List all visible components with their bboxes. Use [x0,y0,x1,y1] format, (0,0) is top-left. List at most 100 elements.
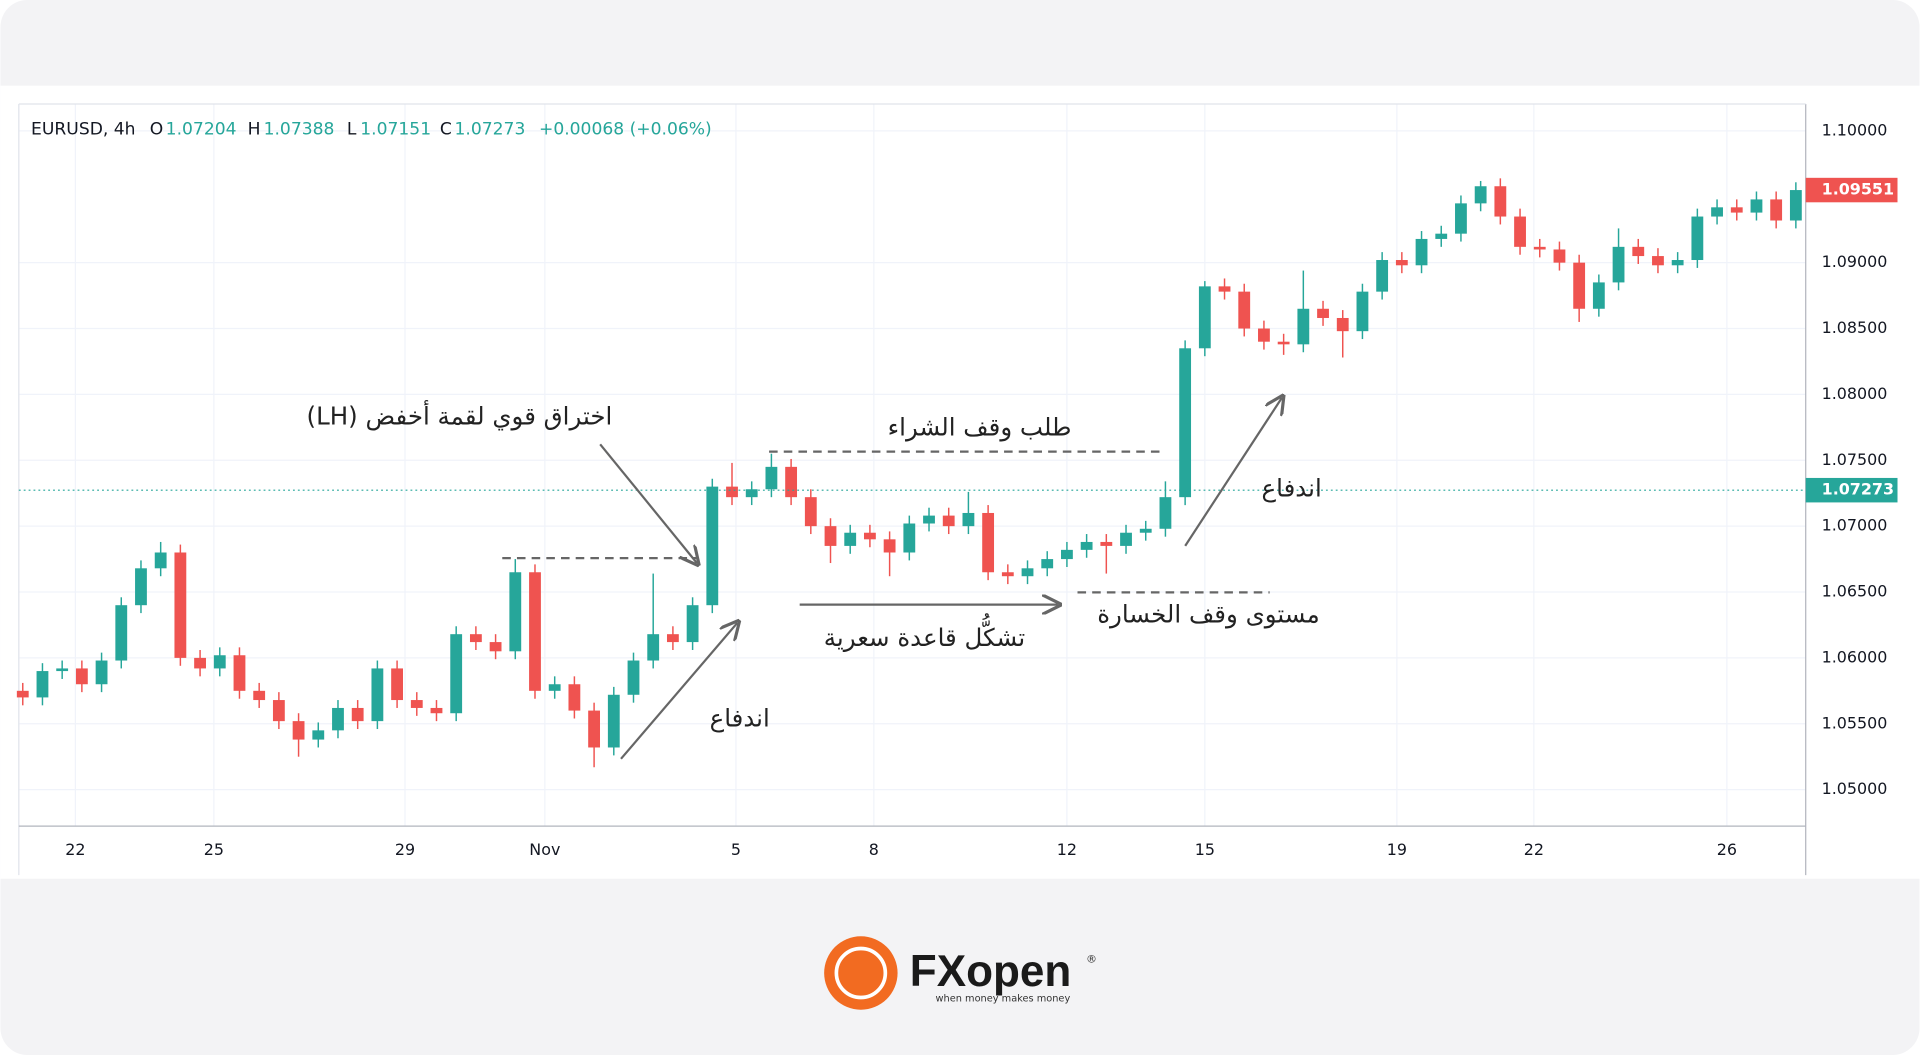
candle-body [1455,203,1467,234]
candle-body [233,655,246,691]
arrow [599,443,697,563]
x-tick-label: 26 [1717,840,1737,859]
candle-body [1100,541,1113,546]
candle-body [1061,549,1073,560]
candle-body [410,700,423,708]
candle-body [430,707,443,714]
candle-body [804,497,817,527]
logo-mark: ® [1086,953,1097,966]
candle-body [1435,233,1448,239]
candle-body [824,526,837,546]
candle-body [706,486,719,606]
candle-body [1139,528,1152,533]
annotations [502,398,1282,760]
candle-body [135,568,147,606]
candle-body [686,605,699,643]
candle-body [765,466,778,490]
candle-body [1356,291,1369,332]
y-tick-label: 1.06500 [1822,582,1888,601]
candle-body [607,694,620,748]
y-tick-label: 1.07000 [1822,516,1888,535]
chart-panel [0,85,1920,879]
annotation: اندفاع [710,704,770,733]
annotation: مستوى وقف الخسارة [1097,600,1319,629]
price-tag [1805,477,1898,503]
candle-body [745,489,758,498]
x-tick-label: 12 [1057,840,1077,859]
label: L [347,120,357,140]
label: C [440,120,452,140]
candle-body [56,668,69,672]
candle-body [844,532,857,546]
candle-body [253,690,266,701]
candle-body [962,512,975,527]
last-price-tag [1805,177,1898,203]
logo-name: FXopen [910,947,1072,996]
candle-body [154,552,167,569]
candle-body [292,721,305,740]
x-tick-label: Nov [529,840,560,859]
candle-body [1159,497,1172,529]
candle-body [548,684,561,691]
candle-body [1573,262,1586,309]
value: 1.07273 [455,120,526,140]
candle-body [332,707,344,731]
candle-body [785,466,798,498]
logo: FXopen ® when money makes money [824,936,1097,1010]
candle-body [1691,216,1704,261]
candle-body [1494,186,1507,217]
candle-body [450,634,463,714]
label: O [150,120,163,140]
y-tick-label: 1.08000 [1822,384,1888,403]
x-tick-label: 8 [869,840,879,859]
y-tick-label: 1.08500 [1822,318,1888,337]
annotation: اختراق قوي لقمة أخفض (LH) [307,400,613,430]
change: +0.00068 (+0.06%) [539,120,712,140]
x-tick-label: 29 [395,840,415,859]
candle-body [923,515,935,524]
candle-body [1120,532,1132,546]
header: EURUSD, 4h O 1.07204 H 1.07388 L 1.07151… [31,120,712,140]
candle-body [1553,249,1566,263]
ticks: 1.05000 1.05500 1.06000 1.06500 1.07000 1.075… [18,120,1898,859]
value: 1.07151 [360,120,431,140]
candle-body [1770,199,1783,221]
candle-body [1671,260,1684,266]
value: 1.07204 [166,120,237,140]
candle-body [1021,568,1034,577]
candle-body [982,512,995,573]
price-tag-label: 1.07273 [1822,480,1894,499]
candle-body [1474,186,1487,204]
annotation: اندفاع [1262,474,1322,503]
x-tick-label: 15 [1195,840,1215,859]
candle-body [942,515,955,527]
x-tick-label: 22 [65,840,85,859]
candle-body [1376,260,1389,292]
x-tick-label: 19 [1387,840,1407,859]
candle-body [568,684,581,711]
value: 1.07388 [264,120,335,140]
candle-body [75,668,88,685]
arrow [620,623,737,760]
label: H [248,120,261,140]
candle-body [1041,559,1054,569]
candle-body [726,486,738,498]
y-tick-label: 1.07500 [1822,450,1888,469]
candle-body [1711,207,1723,217]
candle-body [351,707,364,722]
candle-body [1258,328,1270,342]
candle-body [1533,246,1546,250]
candle-body [1277,341,1290,345]
y-tick-label: 1.06000 [1822,647,1888,666]
annotation: طلب وقف الشراء [888,412,1072,441]
candle-body [529,572,541,691]
candle-body [1652,256,1664,266]
x-tick-label: 25 [204,840,224,859]
y-tick-label: 1.09000 [1822,252,1888,271]
candle-body [174,552,187,658]
logo-icon-detail [834,946,888,1000]
candle-body [312,730,325,740]
candle-body [1514,216,1526,247]
candle-body [883,539,896,553]
